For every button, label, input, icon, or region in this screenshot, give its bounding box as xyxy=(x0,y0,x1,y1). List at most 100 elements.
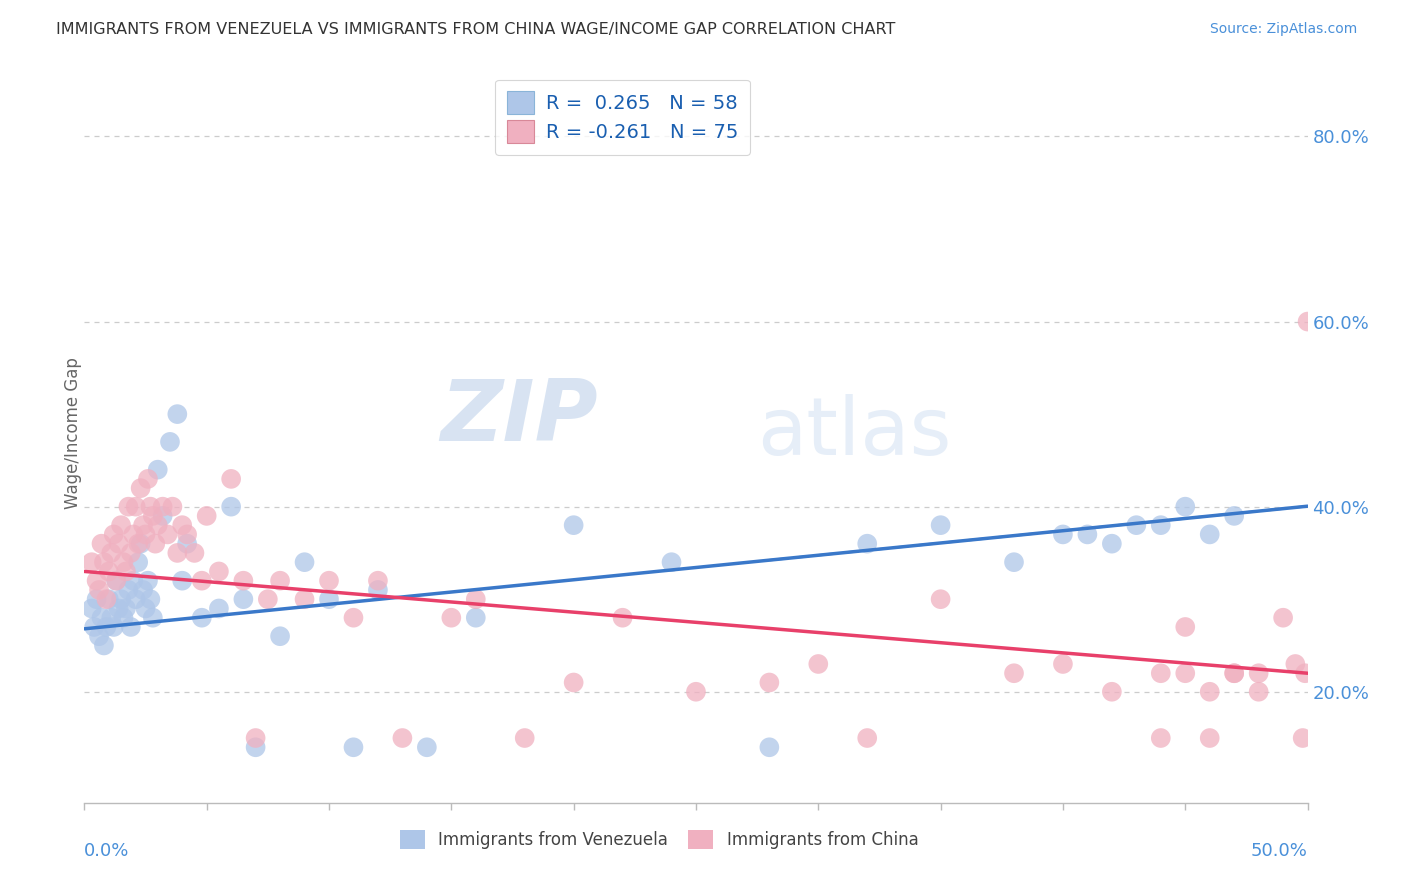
Point xyxy=(1052,657,1074,671)
Point xyxy=(440,610,463,624)
Point xyxy=(1174,620,1197,634)
Point xyxy=(232,592,254,607)
Text: Source: ZipAtlas.com: Source: ZipAtlas.com xyxy=(1209,22,1357,37)
Point xyxy=(562,518,585,533)
Point xyxy=(166,546,188,560)
Point xyxy=(367,574,389,588)
Point xyxy=(135,527,157,541)
Point xyxy=(342,610,364,624)
Point xyxy=(183,546,205,560)
Point xyxy=(1101,685,1123,699)
Point xyxy=(90,536,112,550)
Point xyxy=(513,731,536,745)
Point xyxy=(136,472,159,486)
Point xyxy=(562,675,585,690)
Point xyxy=(96,620,118,634)
Point xyxy=(87,629,110,643)
Point xyxy=(129,536,152,550)
Point xyxy=(856,731,879,745)
Point xyxy=(195,508,218,523)
Point xyxy=(87,582,110,597)
Point xyxy=(1223,666,1246,681)
Point xyxy=(105,574,128,588)
Point xyxy=(100,546,122,560)
Point xyxy=(125,500,148,514)
Point xyxy=(132,582,155,597)
Point xyxy=(232,574,254,588)
Point xyxy=(1272,610,1295,624)
Point xyxy=(1284,657,1306,671)
Point xyxy=(142,610,165,624)
Point xyxy=(612,610,634,624)
Point xyxy=(112,555,135,569)
Point xyxy=(100,610,122,624)
Point xyxy=(103,620,125,634)
Point xyxy=(758,675,780,690)
Point xyxy=(1174,500,1197,514)
Point xyxy=(139,592,162,607)
Point xyxy=(191,574,214,588)
Point xyxy=(245,740,267,755)
Point xyxy=(120,546,142,560)
Point xyxy=(166,407,188,421)
Point xyxy=(1002,555,1025,569)
Point xyxy=(464,610,486,624)
Text: IMMIGRANTS FROM VENEZUELA VS IMMIGRANTS FROM CHINA WAGE/INCOME GAP CORRELATION C: IMMIGRANTS FROM VENEZUELA VS IMMIGRANTS … xyxy=(56,22,896,37)
Point xyxy=(1052,527,1074,541)
Point xyxy=(245,731,267,745)
Point xyxy=(318,574,340,588)
Point xyxy=(929,592,952,607)
Point xyxy=(86,592,108,607)
Point xyxy=(107,601,129,615)
Point xyxy=(80,601,103,615)
Point xyxy=(269,629,291,643)
Point xyxy=(1223,666,1246,681)
Text: ZIP: ZIP xyxy=(440,376,598,459)
Point xyxy=(86,574,108,588)
Point xyxy=(342,740,364,755)
Point xyxy=(96,592,118,607)
Point xyxy=(661,555,683,569)
Point xyxy=(294,592,316,607)
Text: 0.0%: 0.0% xyxy=(84,842,129,860)
Point xyxy=(1198,685,1220,699)
Point xyxy=(122,527,145,541)
Point xyxy=(93,639,115,653)
Point xyxy=(80,555,103,569)
Point xyxy=(294,555,316,569)
Point xyxy=(1076,527,1098,541)
Point xyxy=(172,574,194,588)
Point xyxy=(146,462,169,476)
Point xyxy=(367,582,389,597)
Point xyxy=(152,500,174,514)
Point xyxy=(107,536,129,550)
Legend: Immigrants from Venezuela, Immigrants from China: Immigrants from Venezuela, Immigrants fr… xyxy=(392,822,927,857)
Point xyxy=(416,740,439,755)
Point xyxy=(139,500,162,514)
Point xyxy=(1223,508,1246,523)
Point xyxy=(83,620,105,634)
Point xyxy=(1150,518,1173,533)
Point xyxy=(127,536,149,550)
Point xyxy=(110,592,132,607)
Point xyxy=(117,582,139,597)
Point xyxy=(172,518,194,533)
Point xyxy=(132,518,155,533)
Point xyxy=(122,574,145,588)
Point xyxy=(127,555,149,569)
Point xyxy=(1174,666,1197,681)
Point xyxy=(135,601,157,615)
Y-axis label: Wage/Income Gap: Wage/Income Gap xyxy=(65,357,82,508)
Point xyxy=(156,527,179,541)
Point xyxy=(1150,666,1173,681)
Point xyxy=(176,527,198,541)
Point xyxy=(117,500,139,514)
Point xyxy=(1101,536,1123,550)
Point xyxy=(1296,314,1319,328)
Point xyxy=(110,518,132,533)
Point xyxy=(112,610,135,624)
Point xyxy=(97,592,120,607)
Point xyxy=(143,536,166,550)
Point xyxy=(176,536,198,550)
Point xyxy=(159,434,181,449)
